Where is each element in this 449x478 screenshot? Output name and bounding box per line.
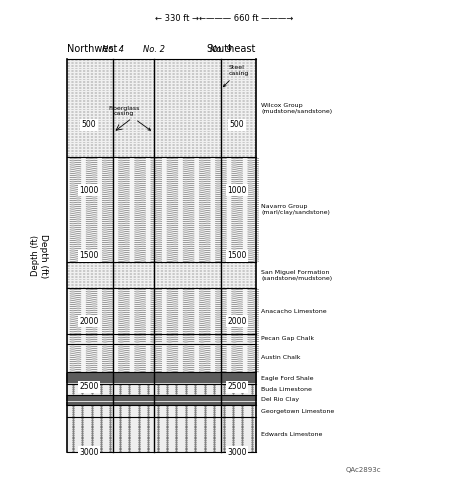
- Text: 2500: 2500: [79, 382, 99, 391]
- Text: No. 4: No. 4: [102, 45, 124, 54]
- Bar: [67, 395, 256, 405]
- Text: 500: 500: [230, 120, 244, 129]
- Text: No. 2: No. 2: [143, 45, 164, 54]
- Text: Buda Limestone: Buda Limestone: [261, 387, 312, 392]
- Text: Pecan Gap Chalk: Pecan Gap Chalk: [261, 337, 314, 341]
- Bar: [67, 157, 256, 262]
- Text: Georgetown Limestone: Georgetown Limestone: [261, 409, 335, 413]
- Text: Navarro Group
(marl/clay/sandstone): Navarro Group (marl/clay/sandstone): [261, 204, 330, 216]
- Bar: [67, 372, 256, 384]
- Text: 3000: 3000: [227, 448, 247, 457]
- Text: Austin Chalk: Austin Chalk: [261, 356, 301, 360]
- Bar: [67, 344, 256, 372]
- Text: Fiberglass
casing: Fiberglass casing: [108, 106, 150, 130]
- Text: Depth (ft): Depth (ft): [39, 234, 48, 278]
- Text: 2000: 2000: [79, 317, 99, 326]
- Text: Edwards Limestone: Edwards Limestone: [261, 432, 323, 437]
- Text: Wilcox Group
(mudstone/sandstone): Wilcox Group (mudstone/sandstone): [261, 103, 332, 114]
- Bar: [67, 335, 256, 344]
- Text: 500: 500: [82, 120, 96, 129]
- Text: 1000: 1000: [79, 185, 99, 195]
- Bar: [67, 262, 256, 289]
- Bar: [67, 417, 256, 452]
- Text: Southeast: Southeast: [207, 44, 256, 54]
- Text: Del Rio Clay: Del Rio Clay: [261, 397, 299, 402]
- Text: Northwest: Northwest: [67, 44, 118, 54]
- Text: 3000: 3000: [79, 448, 99, 457]
- Bar: [67, 289, 256, 335]
- Text: 1500: 1500: [79, 251, 99, 260]
- Text: No. 9: No. 9: [210, 45, 232, 54]
- Text: 1000: 1000: [227, 185, 247, 195]
- Text: 2000: 2000: [227, 317, 247, 326]
- Text: Steel
casing: Steel casing: [224, 65, 249, 87]
- Text: Depth (ft): Depth (ft): [31, 235, 40, 276]
- Text: 2500: 2500: [227, 382, 247, 391]
- Text: Eagle Ford Shale: Eagle Ford Shale: [261, 376, 314, 381]
- Bar: [67, 384, 256, 395]
- Text: Anacacho Limestone: Anacacho Limestone: [261, 309, 327, 314]
- Text: QAc2893c: QAc2893c: [346, 467, 382, 473]
- Text: ← 330 ft →←——— 660 ft ———→: ← 330 ft →←——— 660 ft ———→: [155, 14, 294, 23]
- Text: San Miguel Formation
(sandstone/mudstone): San Miguel Formation (sandstone/mudstone…: [261, 270, 332, 281]
- Bar: [67, 59, 256, 157]
- Text: 1500: 1500: [227, 251, 247, 260]
- Bar: [67, 405, 256, 417]
